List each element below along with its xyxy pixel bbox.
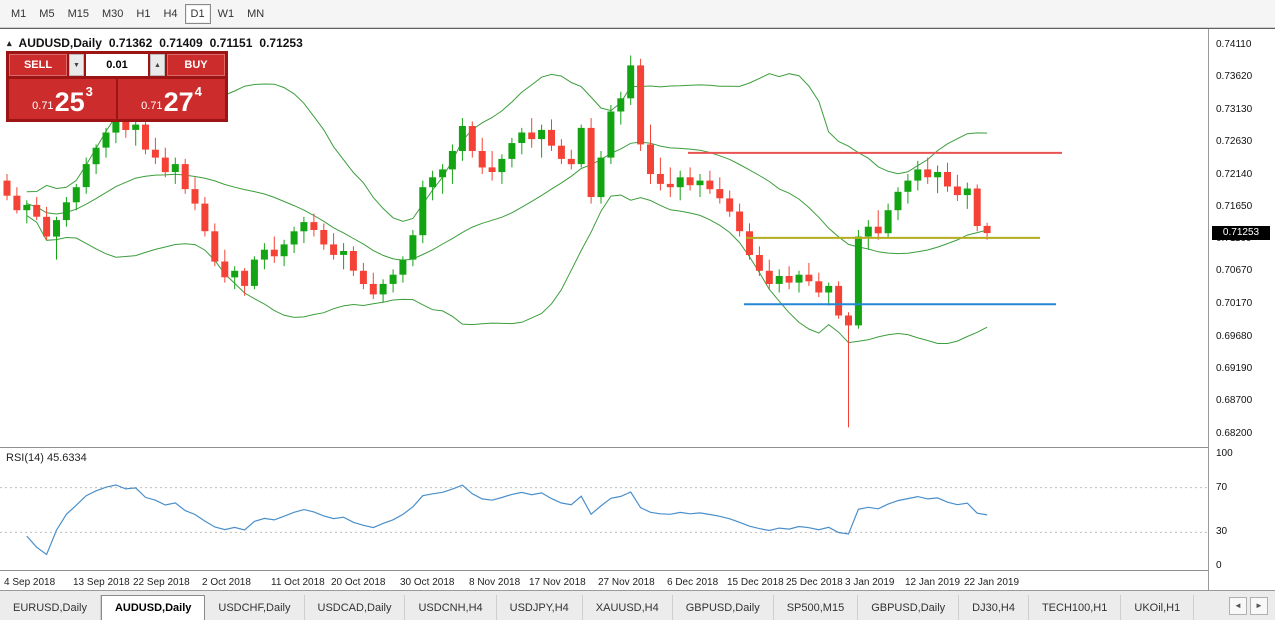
price-axis-label: 0.68700 [1216,395,1253,406]
timeframe-toolbar: M1 M5 M15 M30 H1 H4 D1 W1 MN [0,0,1275,28]
timeframe-button-m5[interactable]: M5 [39,7,55,20]
timeframe-button-m15[interactable]: M15 [67,7,89,20]
buy-price-point: 4 [194,84,202,99]
timeframe-button-mn[interactable]: MN [247,7,265,20]
trade-panel-controls-row: SELL ▼ ▲ BUY [9,54,225,76]
buy-price-prefix: 0.71 [141,100,163,112]
date-axis-label: 12 Jan 2019 [905,577,961,588]
tabs-scroll-right-button[interactable]: ► [1250,596,1268,615]
ohlc-high: 0.71409 [159,36,203,50]
rsi-line [26,484,988,556]
date-axis-label: 22 Sep 2018 [133,577,190,588]
price-axis-label: 0.68200 [1216,428,1253,439]
price-axis-label: 0.69680 [1216,331,1253,342]
price-axis-label: 0.73130 [1216,104,1253,115]
chart-tab-xauusd-h4[interactable]: XAUUSD,H4 [583,595,673,620]
price-axis-label: 0.71650 [1216,201,1253,212]
price-axis[interactable]: 0.71253 0.74110 0.73620 0.73130 0.72630 0.72… [1209,29,1275,591]
rsi-indicator-canvas[interactable] [0,448,1208,569]
rsi-axis-label: 0 [1216,560,1222,571]
tabs-scroll-controls: ◄ ► [1222,591,1275,620]
current-price-tag: 0.71253 [1212,226,1270,240]
buy-button[interactable]: BUY [167,54,225,76]
price-axis-separator [1208,29,1209,591]
main-chart-canvas[interactable] [0,29,1208,447]
chart-tab-usdcad-daily[interactable]: USDCAD,Daily [305,595,406,620]
chart-region: ▴ AUDUSD,Daily 0.71362 0.71409 0.71151 0… [0,28,1275,591]
price-axis-label: 0.73620 [1216,71,1253,82]
chart-tab-audusd-daily[interactable]: AUDUSD,Daily [100,595,206,620]
date-axis-label: 15 Dec 2018 [727,577,784,588]
ohlc-low: 0.71151 [209,36,253,50]
rsi-axis-label: 100 [1216,448,1233,459]
date-axis-label: 2 Oct 2018 [202,577,251,588]
rsi-axis-label: 30 [1216,526,1228,537]
chart-tab-tech100-h1[interactable]: TECH100,H1 [1029,595,1122,620]
date-axis-label: 13 Sep 2018 [73,577,130,588]
sell-button[interactable]: SELL [9,54,67,76]
price-axis-label: 0.74110 [1216,39,1252,50]
date-axis-label: 6 Dec 2018 [667,577,719,588]
one-click-trading-panel: SELL ▼ ▲ BUY 0.71 25 3 0.71 27 4 [6,51,228,122]
price-axis-label: 0.72140 [1216,169,1253,180]
buy-price-display[interactable]: 0.71 27 4 [118,79,225,119]
date-axis-label: 25 Dec 2018 [786,577,843,588]
chart-tab-gbpusd-daily[interactable]: GBPUSD,Daily [673,595,774,620]
chart-tab-eurusd-daily[interactable]: EURUSD,Daily [0,595,101,620]
price-axis-label: 0.70670 [1216,265,1253,276]
indicator-pane-separator[interactable] [0,447,1275,448]
tabs-container: EURUSD,Daily AUDUSD,Daily USDCHF,Daily USDC… [0,591,1222,620]
date-axis-label: 22 Jan 2019 [964,577,1020,588]
sell-price-pips: 25 [54,87,85,117]
trade-panel-quotes-row: 0.71 25 3 0.71 27 4 [9,79,225,119]
chart-symbol-label: AUDUSD,Daily [18,36,102,50]
ohlc-close: 0.71253 [259,36,303,50]
date-axis-label: 27 Nov 2018 [598,577,655,588]
chart-tab-usdcnh-h4[interactable]: USDCNH,H4 [405,595,497,620]
bollinger-middle-band [26,141,988,261]
date-axis-label: 11 Oct 2018 [271,577,325,588]
chart-title: ▴ AUDUSD,Daily 0.71362 0.71409 0.71151 0… [7,36,303,50]
date-axis-label: 17 Nov 2018 [529,577,586,588]
ohlc-open: 0.71362 [108,36,153,50]
timeframe-button-w1[interactable]: W1 [217,7,235,20]
price-axis-label: 0.69190 [1216,363,1253,374]
bollinger-lower-band [26,194,988,344]
buy-price-pips: 27 [163,87,194,117]
chart-icon: ▴ [7,37,12,48]
sell-price-point: 3 [85,84,93,99]
lot-increase-button[interactable]: ▲ [150,54,165,76]
price-axis-label: 0.72630 [1216,136,1253,147]
chart-tab-usdchf-daily[interactable]: USDCHF,Daily [205,595,305,620]
sell-price-display[interactable]: 0.71 25 3 [9,79,116,119]
rsi-indicator-label: RSI(14) 45.6334 [6,452,87,464]
chart-tab-dj30-h4[interactable]: DJ30,H4 [959,595,1029,620]
chart-tab-sp500-m15[interactable]: SP500,M15 [774,595,859,620]
date-axis-label: 4 Sep 2018 [4,577,56,588]
date-axis-label: 30 Oct 2018 [400,577,455,588]
timeframe-button-m1[interactable]: M1 [11,7,27,20]
lot-decrease-button[interactable]: ▼ [69,54,84,76]
date-axis-label: 20 Oct 2018 [331,577,386,588]
timeframe-button-d1[interactable]: D1 [184,3,211,24]
lot-size-input[interactable] [86,54,148,76]
date-axis-label: 3 Jan 2019 [845,577,895,588]
sell-price-prefix: 0.71 [32,100,54,112]
date-axis[interactable]: 4 Sep 2018 13 Sep 2018 22 Sep 2018 2 Oct 20… [0,570,1208,591]
date-axis-label: 8 Nov 2018 [469,577,521,588]
chart-tab-usdjpy-h4[interactable]: USDJPY,H4 [497,595,583,620]
timeframe-button-h1[interactable]: H1 [136,7,151,20]
chart-tab-gbpusd-daily[interactable]: GBPUSD,Daily [858,595,960,620]
tabs-scroll-left-button[interactable]: ◄ [1229,596,1247,615]
chart-tab-ukoil-h1[interactable]: UKOil,H1 [1121,595,1195,620]
price-axis-label: 0.70170 [1216,298,1253,309]
timeframe-button-m30[interactable]: M30 [101,7,124,20]
chart-tab-bar: EURUSD,Daily AUDUSD,Daily USDCHF,Daily USDC… [0,590,1275,620]
timeframe-button-h4[interactable]: H4 [163,7,178,20]
rsi-axis-label: 70 [1216,482,1228,493]
